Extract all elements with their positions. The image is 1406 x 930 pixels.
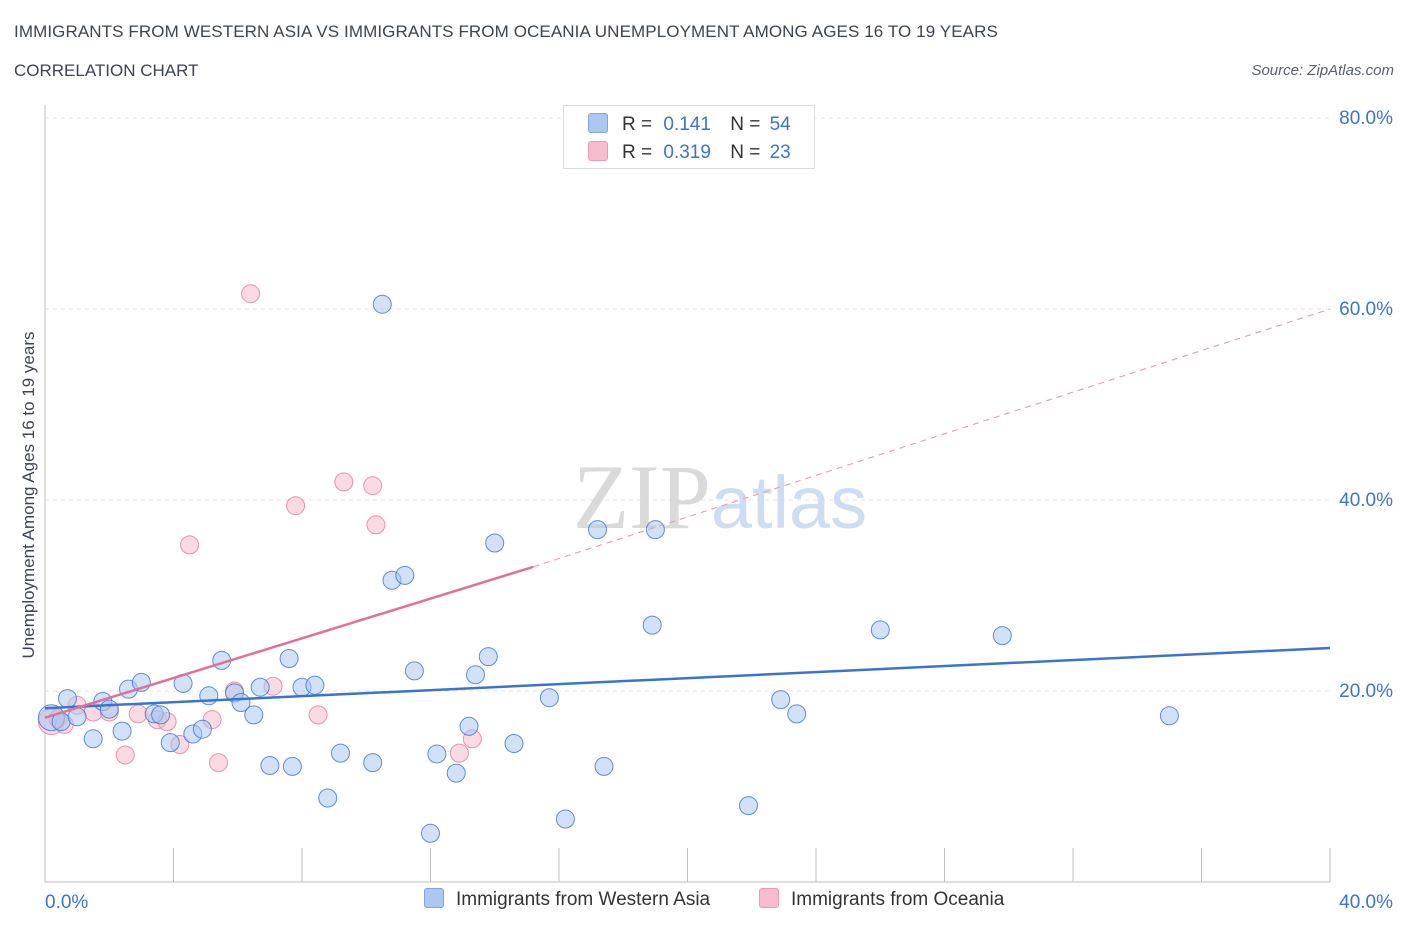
point-western-asia [305,675,325,695]
point-western-asia [99,699,119,719]
point-western-asia [446,763,466,783]
point-western-asia [588,520,607,540]
point-oceania [308,705,328,725]
point-oceania [334,472,354,492]
point-western-asia [539,688,559,708]
stats-legend: R = 0.141 N = 54 R = 0.319 N = 23 [563,105,815,169]
series-legend: Immigrants from Western Asia Immigrants … [0,888,1406,916]
point-western-asia [427,744,447,764]
r-label: R = [622,114,653,135]
legend-item-western-asia: Immigrants from Western Asia [424,888,710,911]
point-western-asia [739,796,758,816]
point-western-asia [594,756,614,776]
r-label: R = [622,142,653,163]
point-oceania [286,496,306,516]
n-value-oceania: 23 [769,142,791,163]
trend-line-oceania-extension [533,308,1331,568]
chart-title: IMMIGRANTS FROM WESTERN ASIA VS IMMIGRAN… [14,22,998,41]
r-value-oceania: 0.319 [663,142,711,163]
point-oceania [128,704,148,724]
y-tick-label: 60.0% [1339,299,1393,320]
data-points [37,284,1179,843]
point-western-asia [250,677,270,697]
y-tick-label: 20.0% [1339,681,1393,702]
source-label: Source: ZipAtlas.com [1251,62,1394,79]
point-western-asia [645,520,665,540]
point-western-asia [160,733,180,753]
point-western-asia [372,294,392,314]
axes [44,105,1331,883]
point-western-asia [282,756,302,776]
point-western-asia [58,689,77,709]
point-western-asia [555,809,575,829]
point-western-asia [151,705,171,725]
point-western-asia [244,705,264,725]
legend-row-western-asia: R = 0.141 N = 54 [588,113,791,135]
point-western-asia [199,686,219,706]
point-western-asia [771,690,791,710]
point-western-asia [504,734,524,753]
point-western-asia [421,823,440,843]
point-western-asia [192,719,212,739]
legend-swatch-pink [759,888,779,908]
watermark-atlas: atlas [711,461,867,544]
n-label: N = [730,114,761,135]
point-western-asia [870,620,890,640]
point-oceania [241,284,261,304]
tick-labels: 20.0% 40.0% 60.0% 80.0% 0.0% 40.0% [45,108,1393,913]
point-oceania [449,743,469,763]
point-western-asia [1159,706,1179,726]
point-western-asia [260,756,280,775]
point-western-asia [992,626,1012,646]
legend-label-western-asia: Immigrants from Western Asia [456,889,711,910]
point-oceania [209,753,228,773]
grid-lines [45,117,1330,692]
x-tick-label-min: 0.0% [45,892,88,913]
n-value-western-asia: 54 [769,114,791,135]
n-label: N = [730,142,761,163]
legend-row-oceania: R = 0.319 N = 23 [588,141,791,163]
legend-swatch-blue [424,888,444,908]
legend-swatch-blue [588,113,608,133]
point-western-asia [466,665,485,685]
legend-label-oceania: Immigrants from Oceania [791,889,1005,910]
point-western-asia [478,647,498,667]
point-western-asia [485,533,505,553]
point-oceania [115,745,135,765]
point-western-asia [363,753,383,773]
x-tick-label-max: 40.0% [1339,892,1393,913]
point-western-asia [318,788,338,808]
legend-item-oceania: Immigrants from Oceania [759,888,1004,911]
point-western-asia [112,721,132,741]
y-tick-label: 40.0% [1339,490,1393,511]
point-oceania [363,476,383,496]
point-oceania [180,535,200,555]
point-western-asia [279,649,299,668]
y-tick-label: 80.0% [1339,108,1393,129]
r-value-western-asia: 0.141 [663,114,711,135]
legend-swatch-pink [588,141,608,161]
trend-line-western-asia [44,646,1331,710]
point-oceania [366,515,386,535]
chart-subtitle: CORRELATION CHART [14,61,199,80]
point-western-asia [331,743,350,763]
point-western-asia [395,565,415,585]
point-western-asia [83,729,103,749]
point-western-asia [787,704,807,724]
trend-lines [44,308,1331,719]
trend-line-oceania [44,565,534,719]
point-western-asia [459,716,479,736]
watermark: ZIPatlas [573,446,867,548]
point-western-asia [642,615,662,635]
point-western-asia [404,661,424,681]
y-axis-label: Unemployment Among Ages 16 to 19 years [19,332,38,659]
